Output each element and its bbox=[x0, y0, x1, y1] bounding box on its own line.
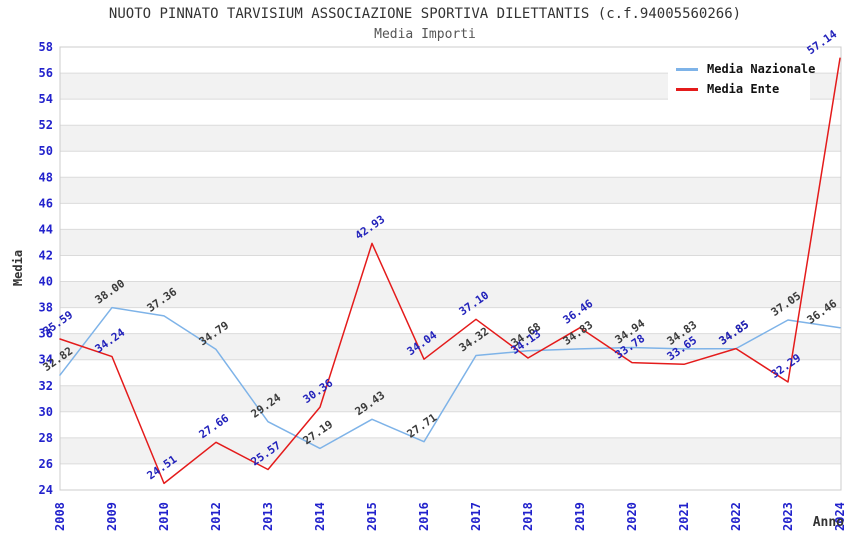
y-tick-label: 38 bbox=[39, 301, 53, 315]
x-tick-label: 2009 bbox=[105, 502, 119, 531]
y-tick-label: 46 bbox=[39, 196, 53, 210]
legend-item-media-nazionale[interactable]: Media Nazionale bbox=[676, 59, 815, 79]
x-tick-label: 2008 bbox=[53, 502, 67, 531]
legend-item-media-ente[interactable]: Media Ente bbox=[676, 79, 810, 99]
plot-band bbox=[60, 281, 841, 308]
y-tick-label: 28 bbox=[39, 431, 53, 445]
x-tick-label: 2019 bbox=[573, 502, 587, 531]
x-tick-label: 2018 bbox=[521, 502, 535, 531]
legend: Media Nazionale Media Ente bbox=[668, 54, 815, 105]
y-tick-label: 54 bbox=[39, 92, 53, 106]
y-tick-label: 26 bbox=[39, 457, 53, 471]
media-nazionale-line-swatch bbox=[676, 67, 698, 71]
y-tick-label: 32 bbox=[39, 379, 53, 393]
y-tick-label: 58 bbox=[39, 40, 53, 54]
series-line-media-ente bbox=[59, 57, 841, 485]
plot-band bbox=[60, 229, 841, 256]
y-tick-label: 34 bbox=[39, 353, 53, 367]
y-tick-label: 56 bbox=[39, 66, 53, 80]
x-tick-label: 2020 bbox=[625, 502, 639, 531]
x-tick-label: 2017 bbox=[469, 502, 483, 531]
y-tick-label: 42 bbox=[39, 249, 53, 263]
x-tick-label: 2021 bbox=[677, 502, 691, 531]
x-tick-label: 2016 bbox=[417, 502, 431, 531]
x-tick-label: 2014 bbox=[313, 502, 327, 531]
chart-title: NUOTO PINNATO TARVISIUM ASSOCIAZIONE SPO… bbox=[108, 6, 742, 22]
y-tick-label: 24 bbox=[39, 483, 53, 497]
x-tick-label: 2023 bbox=[781, 502, 795, 531]
plot-band bbox=[60, 177, 841, 204]
plot-border bbox=[59, 46, 842, 491]
x-tick-label: 2022 bbox=[729, 502, 743, 531]
y-tick-label: 44 bbox=[39, 222, 53, 236]
y-tick-label: 30 bbox=[39, 405, 53, 419]
y-axis-title: Media bbox=[11, 249, 25, 287]
y-tick-label: 48 bbox=[39, 170, 53, 184]
y-tick-label: 50 bbox=[39, 144, 53, 158]
y-tick-label: 52 bbox=[39, 118, 53, 132]
media-ente-line-swatch bbox=[676, 87, 698, 91]
plot-band bbox=[60, 437, 841, 464]
x-tick-label: 2024 bbox=[833, 502, 847, 531]
x-tick-label: 2012 bbox=[209, 502, 223, 531]
x-tick-label: 2015 bbox=[365, 502, 379, 531]
series-line-media-nazionale bbox=[59, 306, 841, 450]
data-label: 27.66 bbox=[197, 411, 232, 441]
legend-label-media-ente: Media Ente bbox=[707, 82, 780, 96]
x-tick-label: 2013 bbox=[261, 502, 275, 531]
chart-subtitle: Media Importi bbox=[374, 27, 476, 42]
y-tick-label: 40 bbox=[39, 275, 53, 289]
plot-band bbox=[60, 125, 841, 152]
y-tick-label: 36 bbox=[39, 327, 53, 341]
legend-label-media-nazionale: Media Nazionale bbox=[707, 62, 816, 76]
x-axis-title: Anno bbox=[812, 515, 844, 530]
x-tick-label: 2010 bbox=[157, 502, 171, 531]
